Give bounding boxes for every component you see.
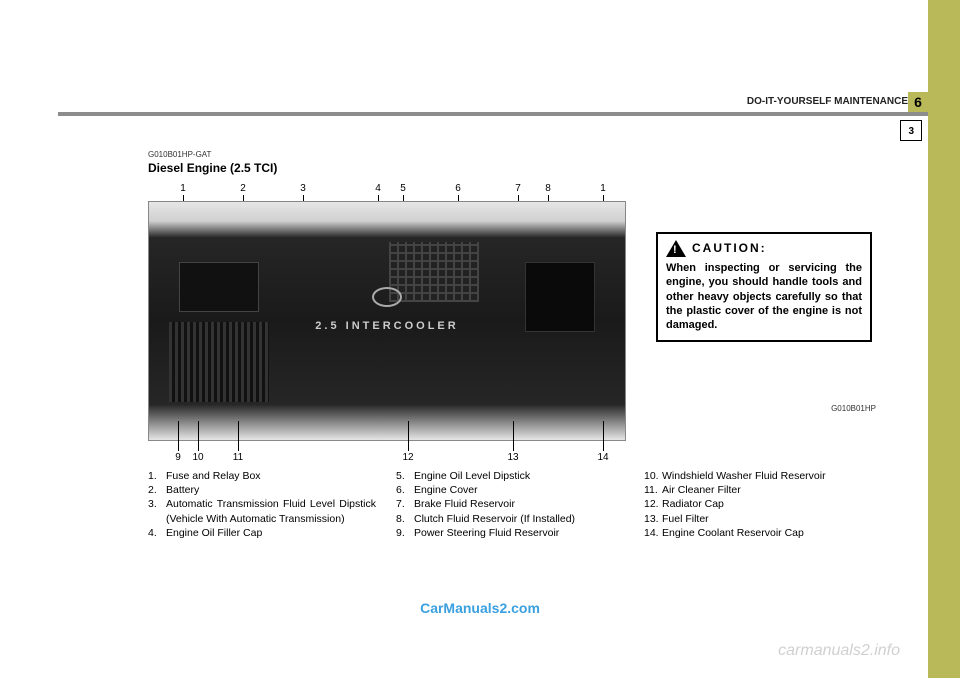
list-item: 4.Engine Oil Filler Cap bbox=[148, 526, 376, 540]
list-item-text: Fuel Filter bbox=[662, 512, 872, 526]
list-item-number: 12. bbox=[644, 497, 662, 511]
engine-logo-shape bbox=[372, 287, 402, 307]
figure-callout-number: 1 bbox=[600, 183, 606, 194]
list-item-text: Battery bbox=[166, 483, 376, 497]
list-item-text: Engine Oil Filler Cap bbox=[166, 526, 376, 540]
caution-box: CAUTION: When inspecting or servicing th… bbox=[656, 232, 872, 342]
list-item-text: Power Steering Fluid Reservoir bbox=[414, 526, 624, 540]
parts-list: 1.Fuse and Relay Box2.Battery3.Automatic… bbox=[148, 469, 872, 540]
engine-battery-shape bbox=[179, 262, 259, 312]
figure-callout-number: 5 bbox=[400, 183, 406, 194]
list-item: 10.Windshield Washer Fluid Reservoir bbox=[644, 469, 872, 483]
list-item: 13.Fuel Filter bbox=[644, 512, 872, 526]
list-item-text: Radiator Cap bbox=[662, 497, 872, 511]
figure-leader-line bbox=[408, 421, 409, 451]
figure-callout-number: 4 bbox=[375, 183, 381, 194]
parts-list-col1: 1.Fuse and Relay Box2.Battery3.Automatic… bbox=[148, 469, 376, 540]
figure-callout-number: 12 bbox=[402, 452, 413, 463]
section-code: G010B01HP-GAT bbox=[148, 150, 872, 159]
figure-leader-line bbox=[198, 421, 199, 451]
list-item-number: 14. bbox=[644, 526, 662, 540]
list-item-text: Engine Cover bbox=[414, 483, 624, 497]
side-color-bar bbox=[928, 0, 960, 678]
figure-leader-line bbox=[603, 421, 604, 451]
caution-header: CAUTION: bbox=[666, 240, 862, 257]
list-item-text: Engine Coolant Reservoir Cap bbox=[662, 526, 872, 540]
watermark-carmanuals2-com: CarManuals2.com bbox=[420, 600, 540, 616]
figure-callout-number: 10 bbox=[192, 452, 203, 463]
figure-leader-line bbox=[238, 421, 239, 451]
list-item-number: 9. bbox=[396, 526, 414, 540]
list-item-number: 5. bbox=[396, 469, 414, 483]
figure-callout-number: 11 bbox=[233, 452, 243, 463]
caution-text: When inspecting or servicing the engine,… bbox=[666, 261, 862, 332]
list-item: 3.Automatic Transmission Fluid Level Dip… bbox=[148, 497, 376, 525]
list-item-text: Windshield Washer Fluid Reservoir bbox=[662, 469, 872, 483]
list-item-number: 3. bbox=[148, 497, 166, 525]
content-area: G010B01HP-GAT Diesel Engine (2.5 TCI) 12… bbox=[148, 150, 872, 638]
list-item-number: 11. bbox=[644, 483, 662, 497]
warning-icon bbox=[666, 240, 686, 257]
header-divider bbox=[58, 112, 928, 116]
figure-callout-number: 9 bbox=[175, 452, 181, 463]
figure-callout-number: 14 bbox=[597, 452, 608, 463]
list-item: 12.Radiator Cap bbox=[644, 497, 872, 511]
list-item: 7.Brake Fluid Reservoir bbox=[396, 497, 624, 511]
engine-fusebox-shape bbox=[525, 262, 595, 332]
list-item: 5.Engine Oil Level Dipstick bbox=[396, 469, 624, 483]
list-item-text: Engine Oil Level Dipstick bbox=[414, 469, 624, 483]
figure-callout-number: 13 bbox=[507, 452, 518, 463]
chapter-number-box: 6 bbox=[908, 92, 928, 112]
list-item: 8.Clutch Fluid Reservoir (If Installed) bbox=[396, 512, 624, 526]
list-item-text: Automatic Transmission Fluid Level Dipst… bbox=[166, 497, 376, 525]
list-item-text: Clutch Fluid Reservoir (If Installed) bbox=[414, 512, 624, 526]
list-item: 14.Engine Coolant Reservoir Cap bbox=[644, 526, 872, 540]
engine-figure: 123456781 91011121314 bbox=[148, 183, 626, 463]
page-number: 3 bbox=[908, 126, 914, 137]
list-item-number: 10. bbox=[644, 469, 662, 483]
list-item-text: Air Cleaner Filter bbox=[662, 483, 872, 497]
header-section-title: DO-IT-YOURSELF MAINTENANCE bbox=[58, 96, 908, 107]
engine-photo bbox=[148, 201, 626, 441]
figure-callout-number: 3 bbox=[300, 183, 306, 194]
parts-list-col3: 10.Windshield Washer Fluid Reservoir11.A… bbox=[644, 469, 872, 540]
section-title: Diesel Engine (2.5 TCI) bbox=[148, 161, 872, 175]
list-item-number: 1. bbox=[148, 469, 166, 483]
figure-callout-number: 7 bbox=[515, 183, 521, 194]
list-item-number: 7. bbox=[396, 497, 414, 511]
list-item-text: Brake Fluid Reservoir bbox=[414, 497, 624, 511]
figure-leader-line bbox=[513, 421, 514, 451]
list-item: 1.Fuse and Relay Box bbox=[148, 469, 376, 483]
watermark-carmanuals2-info: carmanuals2.info bbox=[778, 642, 900, 660]
list-item-number: 8. bbox=[396, 512, 414, 526]
figure-callout-number: 8 bbox=[545, 183, 551, 194]
list-item: 9.Power Steering Fluid Reservoir bbox=[396, 526, 624, 540]
engine-airfilter-shape bbox=[169, 322, 269, 402]
figure-code: G010B01HP bbox=[636, 404, 876, 413]
figure-leader-line bbox=[178, 421, 179, 451]
list-item: 11.Air Cleaner Filter bbox=[644, 483, 872, 497]
parts-list-col2: 5.Engine Oil Level Dipstick6.Engine Cove… bbox=[396, 469, 624, 540]
figure-callout-number: 2 bbox=[240, 183, 246, 194]
list-item: 2.Battery bbox=[148, 483, 376, 497]
list-item-number: 2. bbox=[148, 483, 166, 497]
list-item-number: 4. bbox=[148, 526, 166, 540]
list-item: 6.Engine Cover bbox=[396, 483, 624, 497]
caution-label: CAUTION: bbox=[692, 241, 767, 257]
list-item-text: Fuse and Relay Box bbox=[166, 469, 376, 483]
list-item-number: 13. bbox=[644, 512, 662, 526]
list-item-number: 6. bbox=[396, 483, 414, 497]
figure-callout-number: 6 bbox=[455, 183, 461, 194]
engine-intercooler-grid bbox=[389, 242, 479, 302]
figure-callout-number: 1 bbox=[180, 183, 186, 194]
